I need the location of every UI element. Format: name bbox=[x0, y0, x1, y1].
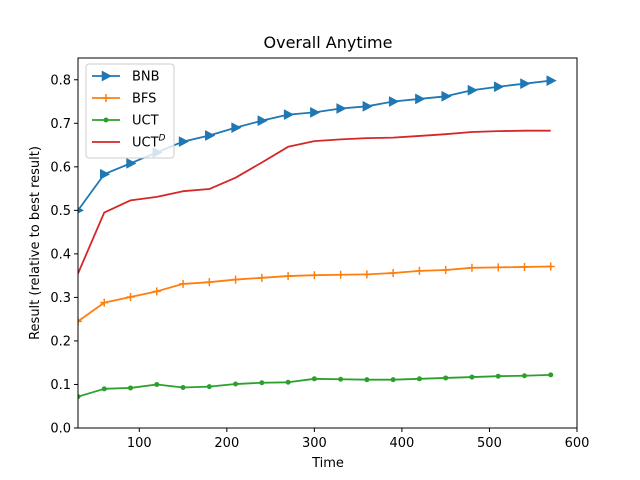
data-point bbox=[362, 270, 371, 279]
series-3 bbox=[78, 129, 551, 274]
legend-label: BNB bbox=[132, 70, 160, 85]
data-point bbox=[415, 93, 426, 105]
legend: BNB BFS UCT UCTD bbox=[85, 63, 175, 159]
y-tick-label: 0.1 bbox=[50, 378, 71, 393]
data-point bbox=[467, 263, 476, 272]
data-point bbox=[126, 157, 137, 169]
data-point bbox=[231, 122, 242, 134]
data-point bbox=[231, 275, 240, 284]
data-point bbox=[362, 100, 373, 112]
x-tick-label: 600 bbox=[565, 436, 590, 451]
data-point bbox=[546, 75, 557, 87]
data-point bbox=[493, 81, 505, 93]
y-tick-label: 0.4 bbox=[50, 247, 71, 262]
data-point bbox=[78, 207, 85, 214]
data-point bbox=[416, 376, 422, 382]
legend-marker bbox=[101, 70, 113, 82]
data-point bbox=[467, 84, 478, 96]
y-axis: 0.0 0.1 0.2 0.3 0.4 0.5 0.6 0.7 0.8 bbox=[50, 73, 78, 437]
legend-item: BFS bbox=[92, 92, 156, 107]
data-point bbox=[205, 278, 214, 287]
legend-item: UCTD bbox=[92, 134, 166, 151]
y-tick-label: 0.8 bbox=[50, 73, 71, 88]
data-point bbox=[128, 385, 134, 391]
data-point bbox=[101, 386, 107, 392]
data-point bbox=[494, 263, 503, 272]
data-point bbox=[388, 96, 400, 107]
data-point bbox=[154, 381, 160, 387]
data-point bbox=[520, 78, 531, 90]
y-tick-label: 0.7 bbox=[50, 117, 71, 132]
legend-box bbox=[85, 63, 175, 159]
legend-item: UCT bbox=[92, 114, 159, 129]
data-point bbox=[100, 298, 109, 307]
data-point bbox=[206, 384, 212, 390]
y-axis-label: Result (relative to best result) bbox=[28, 146, 43, 340]
data-point bbox=[546, 262, 555, 271]
y-tick-label: 0.2 bbox=[50, 334, 71, 349]
data-point bbox=[390, 377, 396, 383]
data-point bbox=[259, 380, 265, 386]
data-point bbox=[389, 269, 398, 278]
data-point bbox=[548, 372, 554, 378]
data-point bbox=[126, 292, 135, 301]
data-point bbox=[310, 271, 319, 280]
data-point bbox=[78, 394, 81, 400]
data-point bbox=[441, 90, 452, 102]
data-point bbox=[336, 270, 345, 279]
legend-label: UCT bbox=[132, 114, 159, 129]
data-point bbox=[205, 130, 216, 141]
data-point bbox=[233, 381, 239, 387]
data-point bbox=[310, 106, 321, 118]
legend-item: BNB bbox=[92, 70, 160, 85]
x-tick-label: 500 bbox=[477, 436, 502, 451]
x-tick-label: 400 bbox=[389, 436, 414, 451]
series-0 bbox=[78, 75, 557, 214]
legend-label: UCTD bbox=[132, 134, 166, 151]
data-point bbox=[180, 385, 186, 391]
legend-marker bbox=[103, 117, 109, 123]
data-point bbox=[257, 273, 266, 282]
data-point bbox=[78, 317, 82, 326]
data-point bbox=[152, 287, 161, 296]
x-axis-label: Time bbox=[311, 456, 344, 471]
series-1 bbox=[78, 262, 555, 326]
data-point bbox=[495, 373, 501, 379]
y-tick-label: 0.5 bbox=[50, 204, 71, 219]
chart-title: Overall Anytime bbox=[264, 33, 393, 52]
x-tick-label: 100 bbox=[127, 436, 152, 451]
data-point bbox=[364, 377, 370, 383]
legend-label: BFS bbox=[132, 92, 156, 107]
data-point bbox=[178, 136, 190, 147]
data-point bbox=[311, 376, 317, 382]
series-2 bbox=[78, 372, 554, 400]
data-point bbox=[521, 373, 527, 379]
data-point bbox=[284, 272, 293, 281]
plot-area bbox=[78, 75, 557, 400]
x-tick-label: 300 bbox=[302, 436, 327, 451]
data-point bbox=[441, 265, 450, 274]
x-axis: 100 200 300 400 500 600 bbox=[127, 428, 590, 451]
data-point bbox=[338, 376, 344, 382]
data-point bbox=[285, 379, 291, 385]
data-point bbox=[415, 266, 424, 275]
data-point bbox=[443, 375, 449, 381]
y-tick-label: 0.6 bbox=[50, 160, 71, 175]
data-point bbox=[100, 168, 111, 180]
series-line bbox=[78, 129, 551, 274]
y-tick-label: 0.0 bbox=[50, 422, 71, 437]
x-tick-label: 200 bbox=[214, 436, 239, 451]
y-tick-label: 0.3 bbox=[50, 291, 71, 306]
data-point bbox=[283, 109, 295, 121]
data-point bbox=[257, 115, 268, 127]
plot-frame bbox=[77, 57, 578, 429]
data-point bbox=[179, 279, 188, 288]
legend-marker bbox=[102, 94, 110, 102]
data-point bbox=[469, 374, 475, 380]
data-point bbox=[520, 262, 529, 271]
data-point bbox=[336, 103, 347, 114]
